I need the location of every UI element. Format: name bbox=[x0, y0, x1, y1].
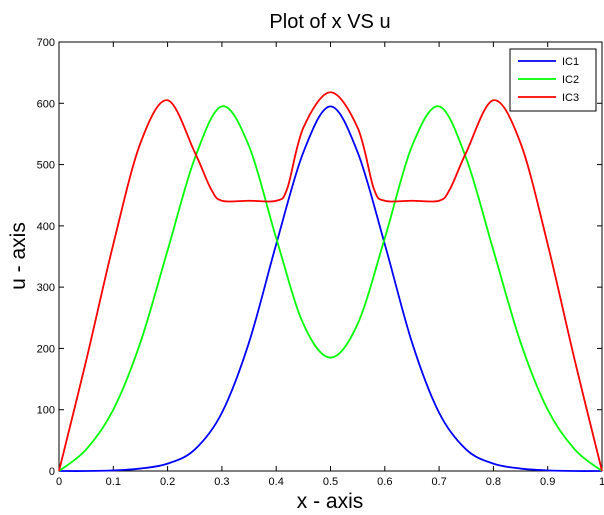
legend-label: IC1 bbox=[562, 56, 579, 68]
y-tick-label: 200 bbox=[37, 343, 55, 355]
x-tick-label: 0.7 bbox=[431, 476, 446, 488]
x-tick-label: 0.2 bbox=[160, 476, 175, 488]
x-tick-label: 0.5 bbox=[323, 476, 338, 488]
y-tick-label: 500 bbox=[37, 160, 55, 172]
y-tick-label: 600 bbox=[37, 98, 55, 110]
x-tick-label: 0 bbox=[56, 476, 62, 488]
y-axis-ticks: 0 100 200 300 400 500 600 700 bbox=[37, 37, 602, 478]
series-line-ic1 bbox=[58, 105, 603, 472]
y-tick-label: 300 bbox=[37, 282, 55, 294]
x-tick-label: 1 bbox=[599, 476, 604, 488]
x-tick-label: 0.8 bbox=[486, 476, 501, 488]
y-tick-label: 0 bbox=[49, 466, 55, 478]
x-tick-label: 0.4 bbox=[269, 476, 284, 488]
x-axis-ticks: 0 0.1 0.2 0.3 0.4 0.5 0.6 0.7 0.8 0.9 1 bbox=[56, 42, 604, 488]
y-tick-label: 400 bbox=[37, 221, 55, 233]
x-tick-label: 0.1 bbox=[106, 476, 121, 488]
x-axis-label: x - axis bbox=[297, 490, 364, 513]
legend-label: IC3 bbox=[562, 92, 579, 104]
y-axis-label: u - axis bbox=[7, 222, 30, 290]
legend-box bbox=[509, 48, 597, 112]
legend: IC1 IC2 IC3 bbox=[509, 48, 597, 112]
y-tick-label: 100 bbox=[37, 405, 55, 417]
chart-title: Plot of x VS u bbox=[269, 11, 390, 33]
series-lines bbox=[58, 91, 603, 472]
plot-area bbox=[58, 41, 603, 472]
series-line-ic3 bbox=[58, 91, 603, 472]
x-tick-label: 0.6 bbox=[377, 476, 392, 488]
y-tick-label: 700 bbox=[37, 37, 55, 49]
x-tick-label: 0.9 bbox=[540, 476, 555, 488]
series-line-ic2 bbox=[58, 105, 603, 472]
legend-label: IC2 bbox=[562, 74, 579, 86]
x-tick-label: 0.3 bbox=[214, 476, 229, 488]
